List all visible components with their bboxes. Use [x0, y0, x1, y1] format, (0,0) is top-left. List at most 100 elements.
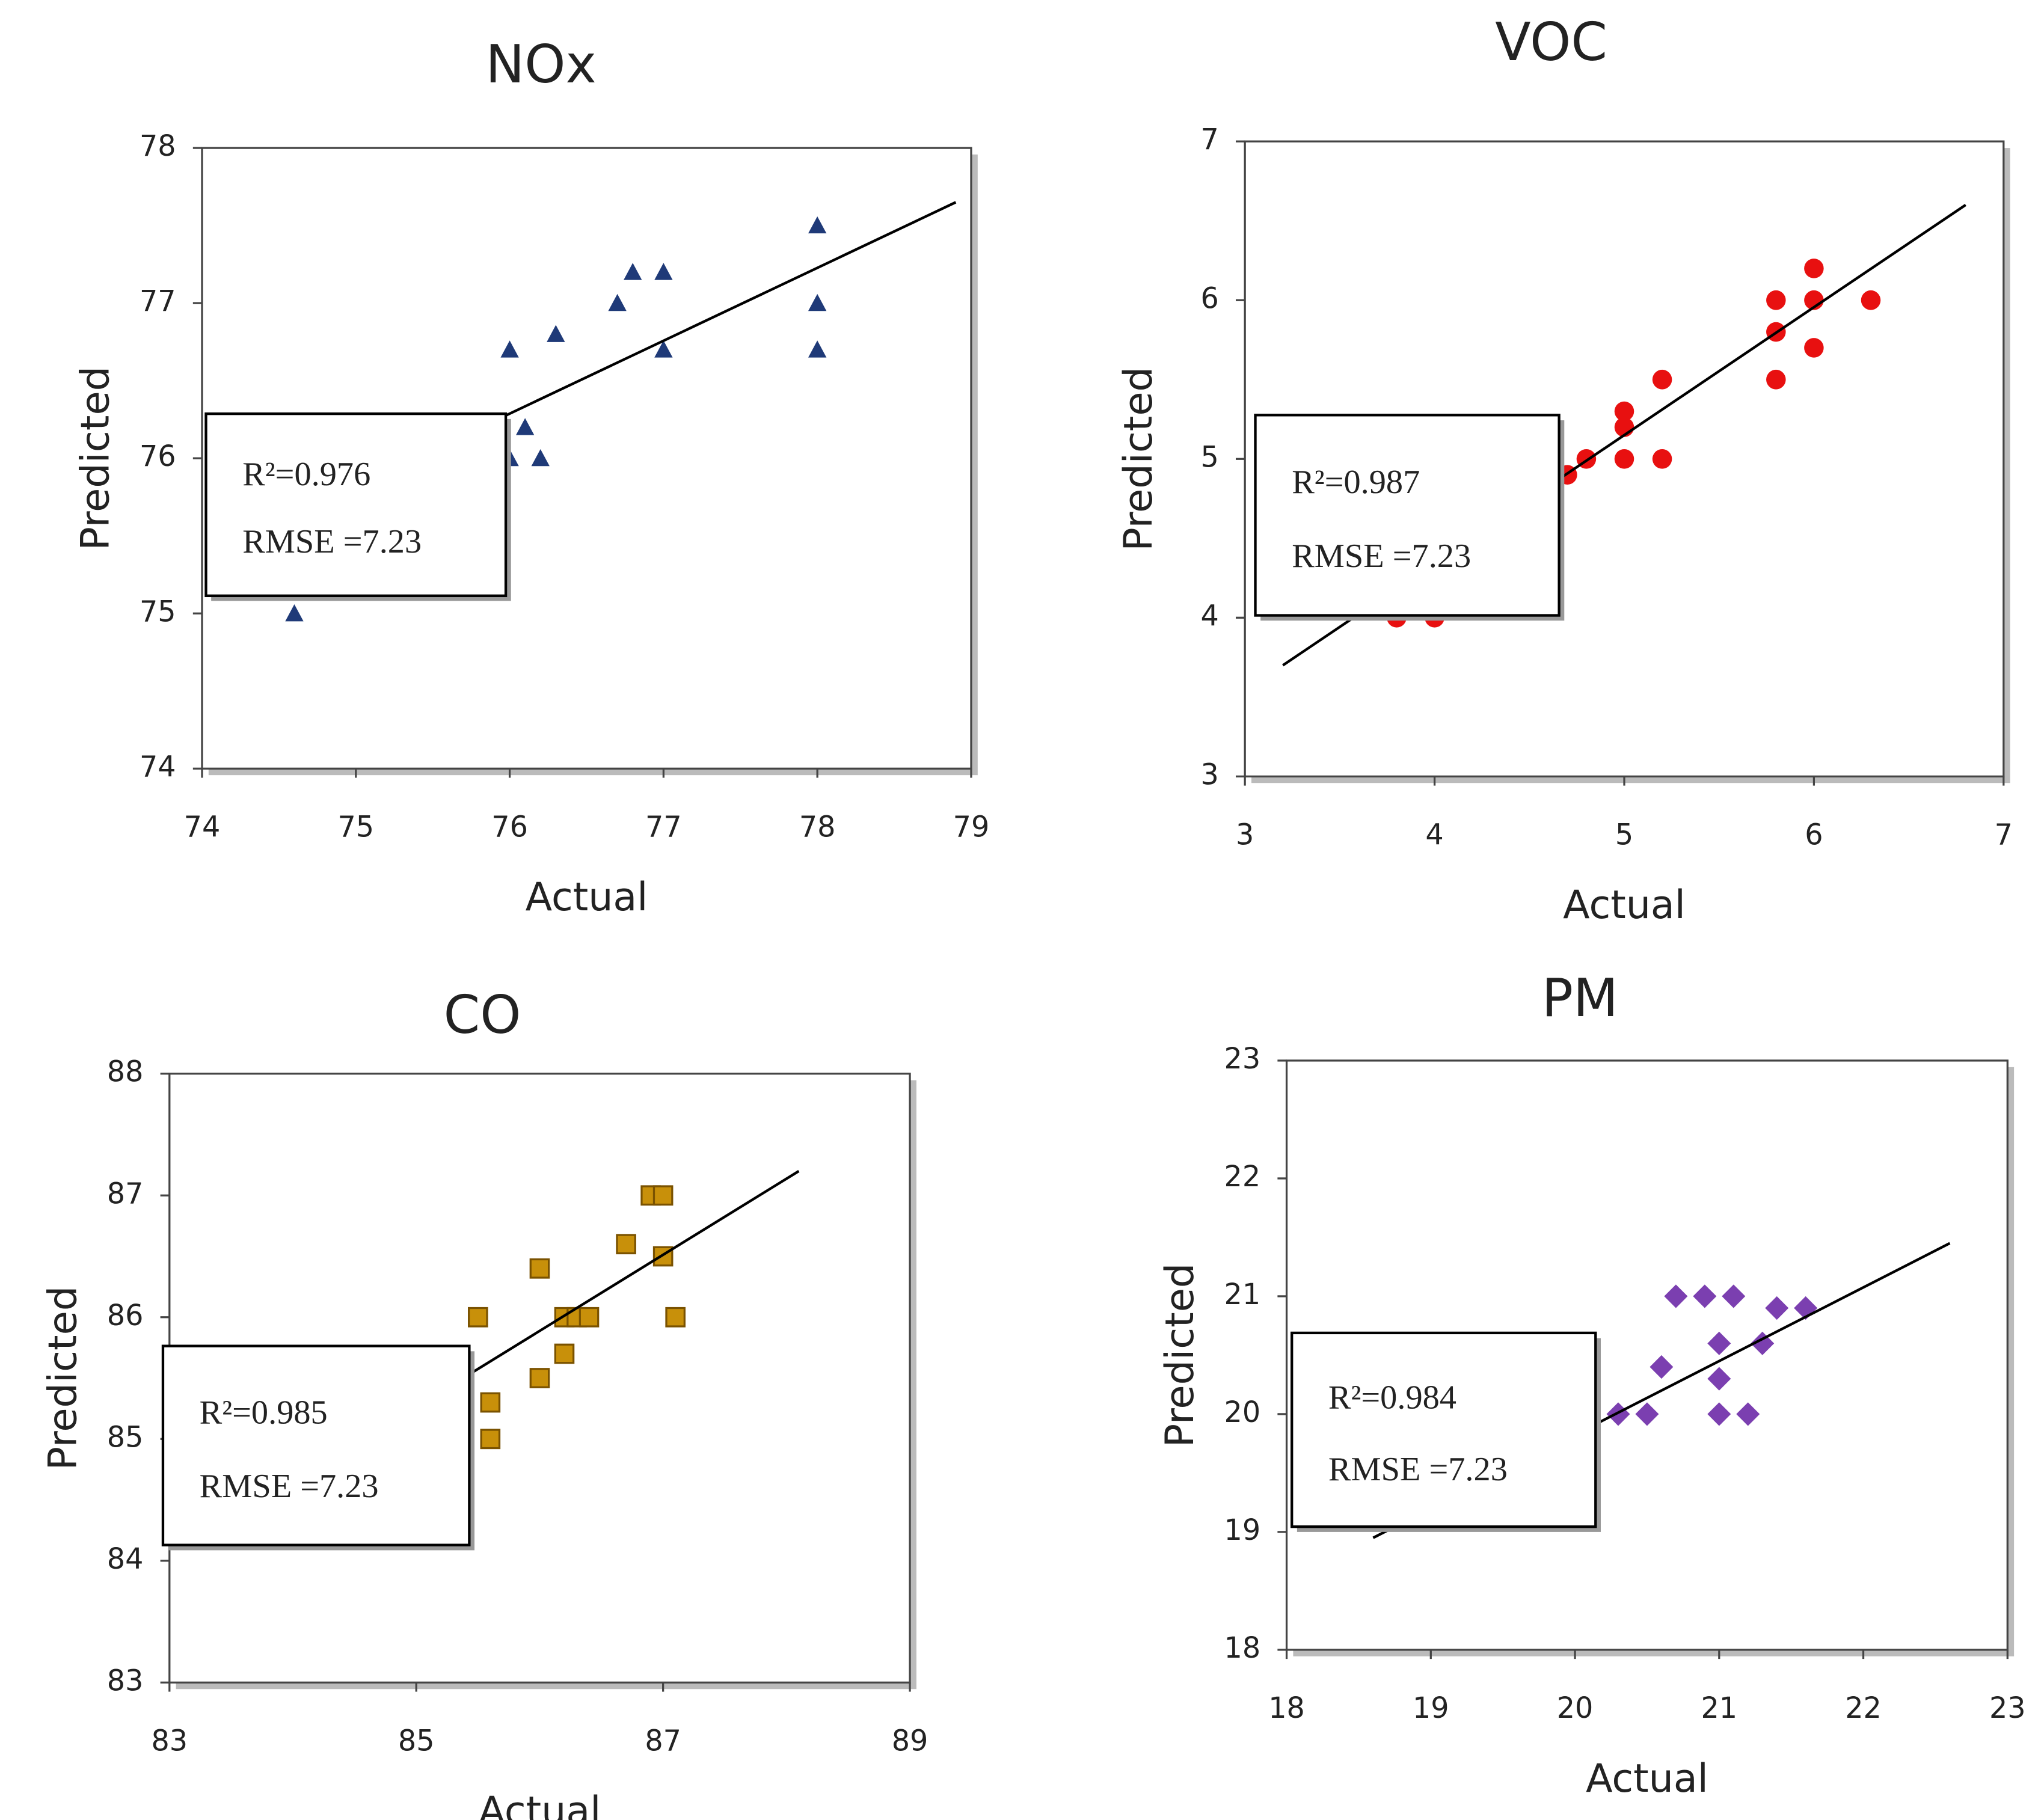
- data-point: [480, 1429, 501, 1450]
- data-point: [554, 1343, 575, 1364]
- annotation-rmse: RMSE =7.23: [242, 523, 422, 560]
- x-tick-label: 20: [1557, 1692, 1594, 1725]
- data-point: [1804, 338, 1824, 358]
- chart-title: VOC: [1495, 12, 1607, 73]
- data-point: [608, 293, 627, 311]
- x-axis-label: Actual: [1586, 1756, 1708, 1801]
- x-tick-label: 23: [1989, 1692, 2026, 1725]
- data-point: [652, 1185, 674, 1206]
- data-point: [1652, 369, 1672, 390]
- data-point: [529, 1258, 550, 1279]
- chart-title: CO: [444, 985, 521, 1046]
- data-point: [1766, 369, 1786, 390]
- data-point: [515, 418, 535, 435]
- data-point: [665, 1307, 686, 1328]
- data-point: [1736, 1402, 1760, 1426]
- x-tick-label: 19: [1413, 1692, 1449, 1725]
- y-tick-label: 20: [1224, 1396, 1261, 1429]
- data-point: [1614, 449, 1634, 469]
- data-point: [1652, 449, 1672, 469]
- y-axis-label: Predicted: [40, 1286, 86, 1471]
- annotation-rmse: RMSE =7.23: [200, 1468, 379, 1505]
- y-axis-label: Predicted: [73, 366, 118, 551]
- data-point: [285, 604, 304, 622]
- x-tick-label: 7: [1995, 818, 2013, 851]
- y-axis-label: Predicted: [1116, 367, 1161, 551]
- y-tick-label: 3: [1200, 758, 1218, 791]
- y-tick-label: 7: [1200, 123, 1218, 156]
- annotation-box: [161, 1344, 471, 1546]
- y-tick-label: 84: [107, 1543, 144, 1576]
- y-tick-label: 4: [1200, 599, 1218, 633]
- data-point: [579, 1307, 600, 1328]
- y-axis-label: Predicted: [1157, 1263, 1203, 1448]
- data-point: [1861, 290, 1881, 310]
- x-tick-label: 21: [1701, 1692, 1737, 1725]
- data-point: [808, 340, 827, 358]
- data-point: [1765, 1296, 1789, 1320]
- x-tick-label: 76: [491, 810, 528, 844]
- data-point: [1707, 1331, 1731, 1355]
- annotation-r2: R²=0.987: [1292, 464, 1420, 501]
- chart-title: PM: [1542, 968, 1618, 1029]
- x-axis-label: Actual: [526, 874, 648, 920]
- annotation-r2: R²=0.984: [1328, 1379, 1456, 1417]
- data-point: [1766, 290, 1786, 310]
- y-tick-label: 5: [1200, 441, 1218, 474]
- annotation-box: [204, 412, 508, 598]
- x-tick-label: 83: [151, 1724, 188, 1757]
- y-tick-label: 18: [1224, 1632, 1261, 1665]
- annotation-box: [1254, 414, 1561, 617]
- y-tick-label: 78: [140, 130, 176, 163]
- x-tick-label: 75: [337, 810, 374, 844]
- x-tick-label: 77: [645, 810, 682, 844]
- x-tick-label: 89: [892, 1724, 928, 1757]
- x-tick-label: 79: [953, 810, 990, 844]
- data-point: [808, 293, 827, 311]
- data-point: [468, 1307, 488, 1328]
- data-point: [1804, 259, 1824, 278]
- data-point: [624, 263, 642, 280]
- y-tick-label: 6: [1200, 282, 1218, 315]
- y-tick-label: 21: [1224, 1278, 1261, 1311]
- annotation-rmse: RMSE =7.23: [1292, 538, 1471, 575]
- y-tick-label: 19: [1224, 1514, 1261, 1547]
- data-point: [531, 449, 550, 467]
- x-tick-label: 18: [1268, 1692, 1305, 1725]
- x-tick-label: 4: [1425, 818, 1443, 851]
- y-tick-label: 86: [107, 1299, 144, 1332]
- data-point: [652, 1246, 674, 1267]
- x-tick-label: 22: [1845, 1692, 1882, 1725]
- data-point: [654, 263, 673, 280]
- y-tick-label: 74: [140, 750, 176, 783]
- data-point: [500, 340, 519, 358]
- data-point: [480, 1392, 501, 1413]
- x-tick-label: 85: [398, 1724, 435, 1757]
- x-axis-label: Actual: [479, 1788, 601, 1820]
- x-tick-label: 3: [1236, 818, 1254, 851]
- x-tick-label: 74: [184, 810, 221, 844]
- x-tick-label: 6: [1805, 818, 1823, 851]
- data-point: [616, 1234, 636, 1255]
- x-tick-label: 78: [799, 810, 836, 844]
- y-tick-label: 76: [140, 440, 176, 473]
- y-tick-label: 75: [140, 595, 176, 628]
- y-tick-label: 23: [1224, 1043, 1261, 1076]
- y-tick-label: 88: [107, 1056, 144, 1089]
- annotation-r2: R²=0.985: [200, 1394, 328, 1431]
- data-point: [654, 340, 673, 358]
- data-point: [1707, 1367, 1731, 1391]
- data-point: [547, 325, 565, 342]
- annotation-rmse: RMSE =7.23: [1328, 1451, 1508, 1488]
- x-tick-label: 5: [1615, 818, 1633, 851]
- chart-title: NOx: [485, 34, 596, 95]
- data-point: [808, 216, 827, 234]
- y-tick-label: 83: [107, 1664, 144, 1697]
- data-point: [1614, 401, 1634, 421]
- data-point: [529, 1368, 550, 1388]
- y-tick-label: 22: [1224, 1160, 1261, 1193]
- y-tick-label: 77: [140, 285, 176, 318]
- data-point: [1707, 1402, 1731, 1426]
- x-axis-label: Actual: [1563, 882, 1686, 928]
